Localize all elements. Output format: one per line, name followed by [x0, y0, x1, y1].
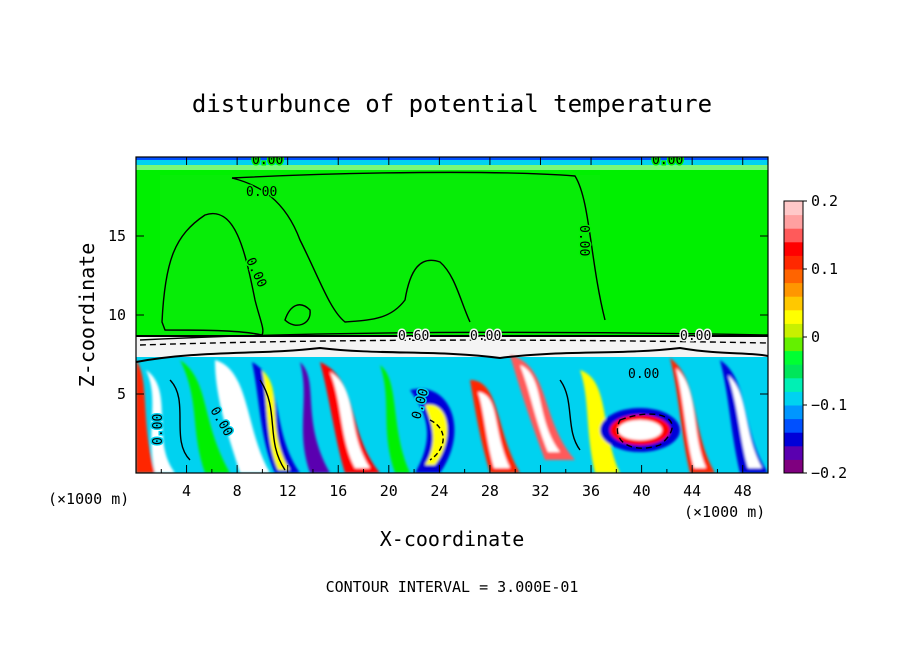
upper-field-tint	[160, 175, 600, 335]
colorbar-swatch	[784, 459, 803, 474]
contour-label: 0.00	[680, 329, 711, 344]
contour-label: 0.00	[470, 329, 501, 344]
contour-label: 0.00	[576, 225, 591, 256]
x-axis-ticks: 4 8 12 16 20 24 28 32 36 40 44 48	[160, 157, 752, 500]
x-unit-label-right: (×1000 m)	[684, 503, 765, 521]
colorbar-swatch	[784, 350, 803, 365]
colorbar-swatch	[784, 296, 803, 311]
x-tick-label: 28	[481, 482, 499, 500]
contour-lines	[136, 171, 768, 471]
x-tick-label: 24	[430, 482, 448, 500]
y-axis-label: Z-coordinate	[75, 243, 99, 388]
colorbar-tick-label: 0.1	[811, 260, 838, 278]
colorbar-swatch	[784, 255, 803, 270]
colorbar-swatch	[784, 241, 803, 256]
colorbar-swatch	[784, 377, 803, 392]
colorbar-swatch	[784, 364, 803, 379]
transition-layer	[136, 335, 768, 359]
colorbar-swatch	[784, 391, 803, 406]
colorbar-swatch	[784, 214, 803, 229]
plot-area: 0.00 0.00 0.00 0.00 0.00 0.60 0.00 0.00 …	[136, 153, 768, 473]
y-tick-label: 10	[108, 306, 126, 324]
x-tick-label: 32	[531, 482, 549, 500]
contour-label: 0.00	[151, 414, 166, 445]
x-tick-label: 20	[380, 482, 398, 500]
x-tick-label: 12	[279, 482, 297, 500]
colorbar-swatch	[784, 269, 803, 284]
colorbar-swatch	[784, 201, 803, 216]
y-axis-ticks: 5 10 15	[108, 227, 768, 403]
x-unit-label-left: (×1000 m)	[48, 490, 129, 508]
colorbar-swatch	[784, 282, 803, 297]
y-tick-label: 5	[117, 385, 126, 403]
contour-label: 0.60	[398, 329, 429, 344]
lower-turbulence	[136, 355, 768, 473]
contour-label: 0.00	[252, 153, 283, 168]
colorbar-swatch	[784, 309, 803, 324]
y-tick-label: 15	[108, 227, 126, 245]
top-cyan-band	[136, 157, 768, 165]
colorbar-swatch	[784, 418, 803, 433]
colorbar-swatch	[784, 432, 803, 447]
colorbar-swatch	[784, 228, 803, 243]
contour-label: 0.00	[652, 153, 683, 168]
colorbar-tick-label: 0.2	[811, 192, 838, 210]
contour-label: 0.00	[628, 367, 659, 382]
colorbar-swatch	[784, 405, 803, 420]
chart-title: disturbunce of potential temperature	[192, 90, 712, 118]
x-tick-label: 36	[582, 482, 600, 500]
x-tick-label: 4	[182, 482, 191, 500]
colorbar-swatch	[784, 337, 803, 352]
top-white-band	[136, 165, 768, 170]
colorbar-swatch	[784, 323, 803, 338]
contour-interval-note: CONTOUR INTERVAL = 3.000E-01	[326, 578, 579, 596]
x-tick-label: 48	[734, 482, 752, 500]
colorbar-tick-label: −0.1	[811, 396, 847, 414]
colorbar-tick-label: 0	[811, 328, 820, 346]
x-tick-label: 44	[683, 482, 701, 500]
colorbar-tick-label: −0.2	[811, 464, 847, 482]
x-axis-label: X-coordinate	[380, 527, 525, 551]
colorbar-ticks: 0.2 0.1 0 −0.1 −0.2	[803, 192, 847, 482]
colorbar	[784, 201, 803, 474]
transition-lines	[136, 335, 768, 337]
x-tick-label: 40	[633, 482, 651, 500]
colorbar-swatch	[784, 445, 803, 460]
top-blue-band	[136, 157, 768, 160]
x-tick-label: 8	[233, 482, 242, 500]
contour-label: 0.00	[246, 185, 277, 200]
x-tick-label: 16	[329, 482, 347, 500]
